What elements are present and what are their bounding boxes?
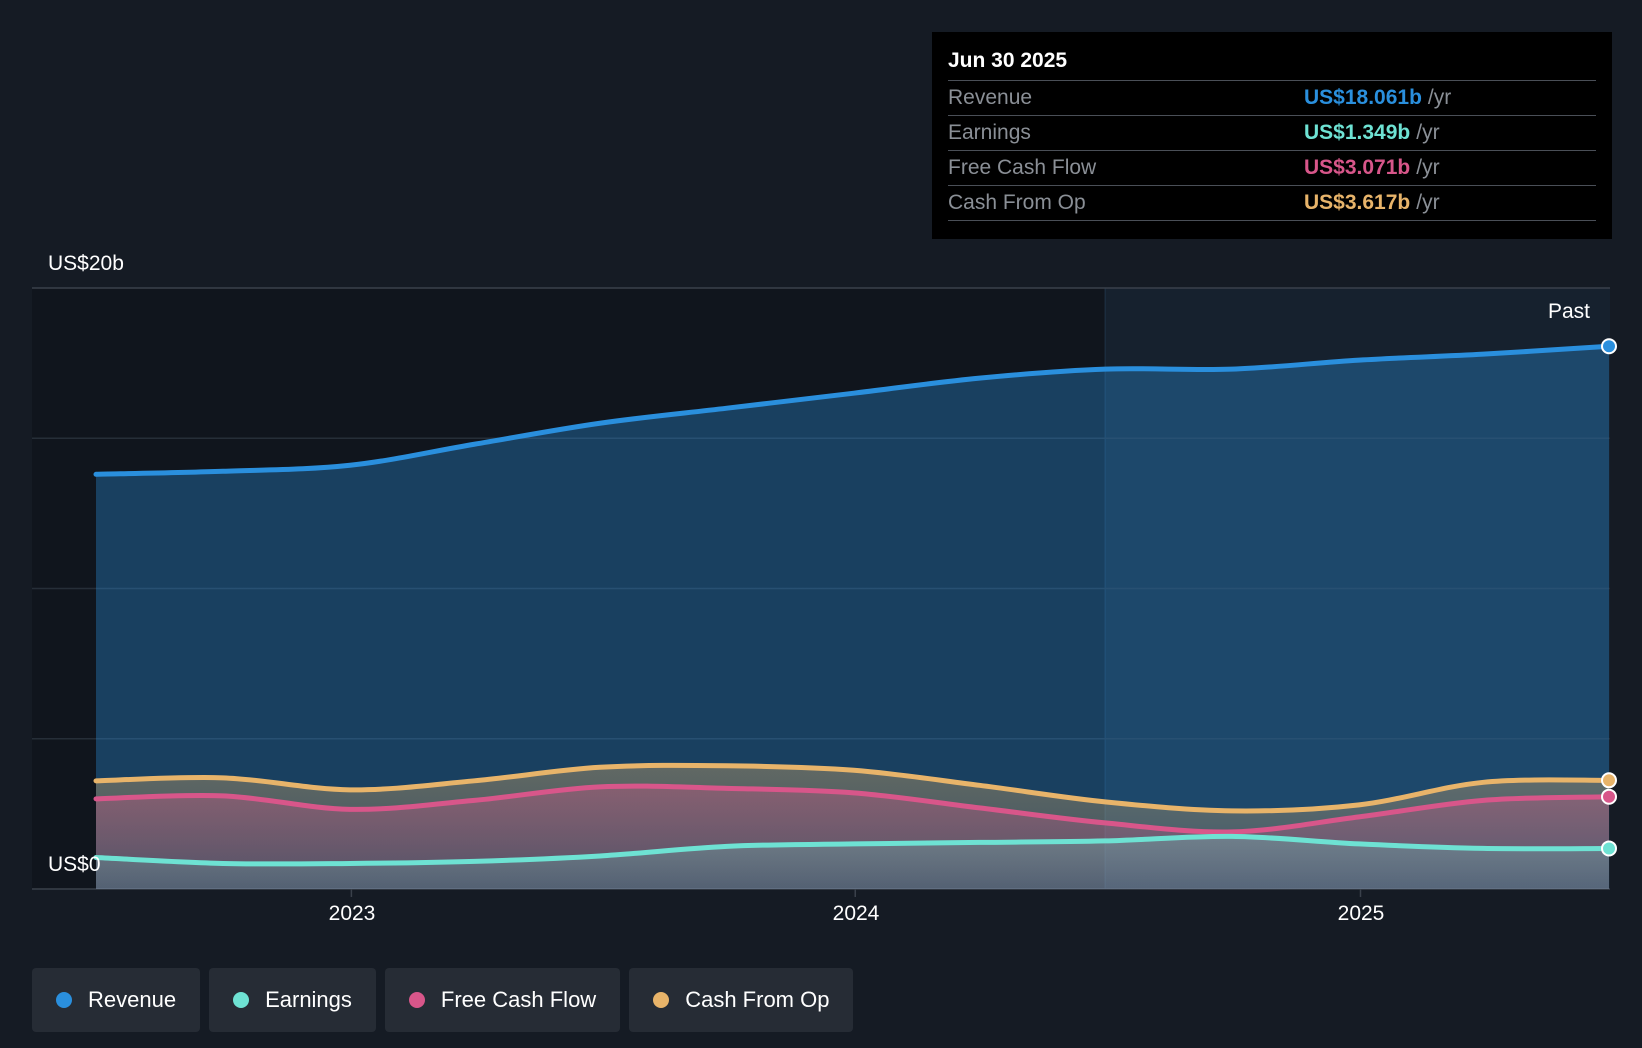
legend-label: Revenue [88,987,177,1012]
tooltip-label: Free Cash Flow [948,156,1097,179]
revenue-area [96,346,1609,889]
tooltip-unit: /yr [1416,156,1440,179]
earnings-end-point [1601,840,1617,857]
cash-from-op-line [93,762,1612,814]
cash-from-op-dot-icon [653,992,670,1008]
y-tick-label-top: US$20b [48,252,124,275]
tooltip-row-revenue: Revenue US$18.061b /yr [948,81,1596,116]
tooltip-value: US$3.071b [1304,156,1411,179]
legend-item-earnings[interactable]: Earnings [209,968,376,1032]
chart-legend: Revenue Earnings Free Cash Flow Cash Fro… [32,968,854,1032]
tooltip-value: US$3.617b [1304,191,1411,214]
data-tooltip: Jun 30 2025 Revenue US$18.061b /yr Earni… [932,32,1612,239]
tooltip-unit: /yr [1427,86,1452,109]
y-tick-label-bottom: US$0 [48,853,101,876]
tooltip-date: Jun 30 2025 [948,46,1596,81]
earnings-line [93,833,1612,867]
revenue-dot-icon [56,992,72,1008]
free-cash-flow-line [93,783,1612,835]
legend-item-cash-from-op[interactable]: Cash From Op [629,968,854,1032]
x-tick-label-2025: 2025 [1337,902,1385,925]
cash-from-op-end-point [1601,772,1617,789]
legend-label: Cash From Op [685,987,830,1012]
legend-label: Free Cash Flow [440,987,597,1012]
legend-label: Earnings [265,987,352,1012]
tooltip-row-earnings: Earnings US$1.349b /yr [948,116,1596,151]
tooltip-unit: /yr [1416,121,1440,144]
free-cash-flow-dot-icon [408,992,425,1008]
tooltip-row-free-cash-flow: Free Cash Flow US$3.071b /yr [948,151,1596,186]
legend-item-free-cash-flow[interactable]: Free Cash Flow [384,968,621,1032]
tooltip-label: Earnings [948,121,1031,144]
tooltip-unit: /yr [1416,191,1440,214]
tooltip-label: Cash From Op [948,191,1086,214]
revenue-end-point [1601,338,1617,355]
earnings-dot-icon [233,992,250,1008]
earnings-area [96,836,1609,889]
free-cash-flow-end-point [1601,788,1617,805]
x-tick-label-2024: 2024 [832,902,880,925]
revenue-line [93,343,1612,477]
legend-item-revenue[interactable]: Revenue [32,968,201,1032]
x-tick-label-2023: 2023 [328,902,376,925]
tooltip-label: Revenue [948,86,1033,109]
past-region-label: Past [1548,300,1591,323]
tooltip-value: US$18.061b [1304,86,1422,109]
tooltip-value: US$1.349b [1304,121,1411,144]
tooltip-row-cash-from-op: Cash From Op US$3.617b /yr [948,186,1596,221]
